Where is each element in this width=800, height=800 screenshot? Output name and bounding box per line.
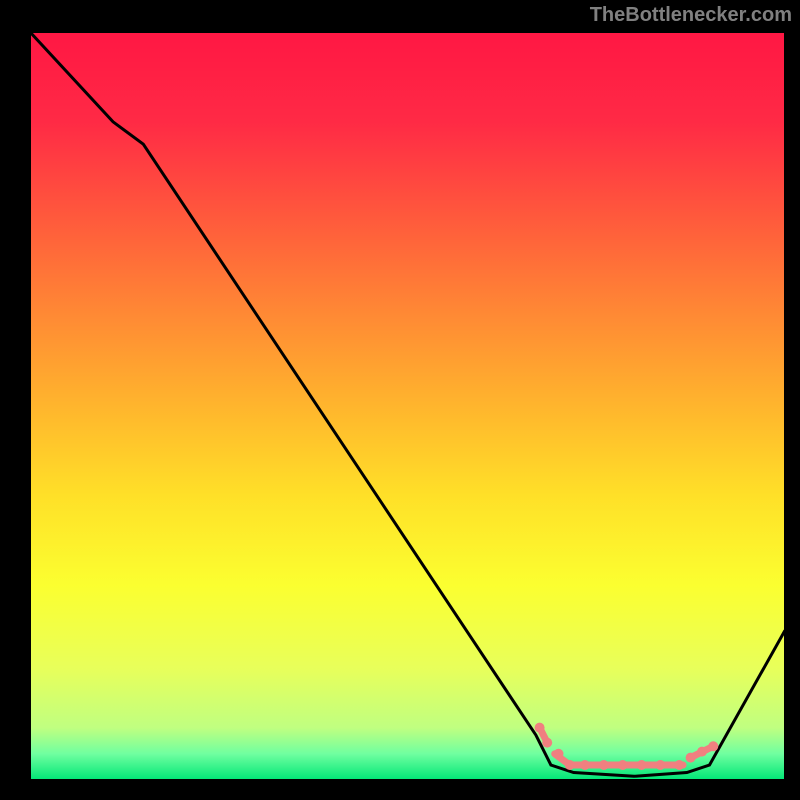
optimal-dot	[686, 753, 696, 763]
optimal-dot	[599, 760, 609, 770]
optimal-dot	[637, 760, 647, 770]
watermark-text: TheBottlenecker.com	[590, 4, 792, 27]
optimal-dot	[674, 760, 684, 770]
optimal-dot	[535, 723, 545, 733]
optimal-dot	[708, 741, 718, 751]
bottleneck-chart	[0, 0, 800, 800]
optimal-dot	[565, 760, 575, 770]
optimal-dot	[655, 760, 665, 770]
optimal-dot	[542, 738, 552, 748]
chart-container: TheBottlenecker.com	[0, 0, 800, 800]
optimal-dot	[697, 747, 707, 757]
optimal-dot	[580, 760, 590, 770]
optimal-dot	[554, 749, 564, 759]
optimal-dot	[618, 760, 628, 770]
